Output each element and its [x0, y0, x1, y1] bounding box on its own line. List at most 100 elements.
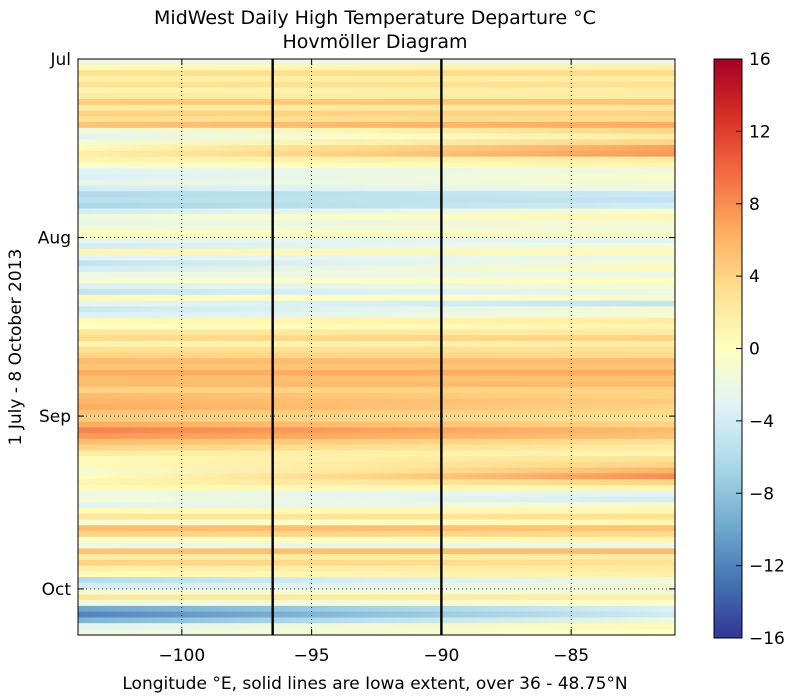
colorbar-tick-label: 12 [749, 122, 771, 142]
heatmap-band [78, 81, 675, 89]
heatmap-band [78, 519, 675, 526]
x-tick-label: −100 [158, 646, 205, 666]
heatmap-band [78, 271, 675, 279]
heatmap-band [78, 323, 675, 331]
heatmap-band [78, 122, 675, 129]
heatmap-band [78, 173, 675, 181]
x-tick-label: −95 [294, 646, 330, 666]
heatmap-band [78, 542, 675, 549]
heatmap-band [78, 277, 675, 284]
heatmap-band [78, 231, 675, 238]
heatmap-band [78, 536, 675, 544]
heatmap-band [78, 127, 675, 135]
heatmap-band [78, 214, 675, 221]
heatmap-band [78, 507, 675, 515]
colorbar-tick-label: 4 [749, 267, 760, 287]
heatmap-band [78, 254, 675, 261]
heatmap-band [78, 450, 675, 457]
heatmap-band [78, 346, 675, 354]
heatmap-band [78, 490, 675, 498]
heatmap-band [78, 415, 675, 423]
colorbar-tick-label: 0 [749, 340, 760, 360]
heatmap-band [78, 150, 675, 158]
heatmap-band [78, 93, 675, 100]
heatmap-band [78, 605, 675, 613]
heatmap-band [78, 496, 675, 503]
heatmap-band [78, 196, 675, 204]
heatmap-band [78, 433, 675, 440]
heatmap-bands [78, 59, 675, 635]
heatmap-band [78, 571, 675, 578]
heatmap-band [78, 116, 675, 123]
y-tick-label: Oct [42, 580, 72, 600]
heatmap-band [78, 237, 675, 244]
heatmap-band [78, 300, 675, 307]
heatmap-band [78, 225, 675, 233]
heatmap-band [78, 312, 675, 319]
heatmap-band [78, 611, 675, 619]
heatmap-band [78, 110, 675, 117]
heatmap-band [78, 467, 675, 475]
heatmap-band [78, 617, 675, 624]
y-tick-label: Aug [38, 229, 71, 249]
y-tick-label: Jul [49, 50, 71, 70]
heatmap-band [78, 335, 675, 342]
heatmap-band [78, 387, 675, 394]
heatmap-band [78, 398, 675, 405]
heatmap-band [78, 548, 675, 555]
heatmap-band [78, 75, 675, 83]
heatmap-band [78, 623, 675, 630]
heatmap-band [78, 162, 675, 169]
iowa-extent-lines [271, 59, 443, 635]
heatmap-band [78, 317, 675, 325]
heatmap-band [78, 513, 675, 521]
colorbar-tick-label: −12 [749, 557, 785, 577]
heatmap-band [78, 444, 675, 451]
heatmap-band [78, 168, 675, 175]
heatmap-band [78, 479, 675, 486]
heatmap-band [78, 156, 675, 163]
heatmap-band [78, 484, 675, 492]
heatmap-band [78, 358, 675, 365]
heatmap-band [78, 145, 675, 152]
heatmap-band [78, 502, 675, 509]
x-tick-label: −90 [423, 646, 459, 666]
heatmap-band [78, 306, 675, 313]
heatmap-band [78, 283, 675, 290]
heatmap-band [78, 600, 675, 607]
heatmap-band [78, 64, 675, 71]
heatmap-band [78, 185, 675, 192]
heatmap-band [78, 461, 675, 469]
heatmap-band [78, 352, 675, 359]
y-tick-label: Sep [39, 407, 71, 427]
heatmap-band [78, 294, 675, 302]
y-axis-label: 1 July - 8 October 2013 [6, 249, 26, 446]
heatmap-band [78, 594, 675, 601]
x-axis-label: Longitude °E, solid lines are Iowa exten… [122, 674, 627, 694]
chart-title: MidWest Daily High Temperature Departure… [154, 7, 596, 29]
heatmap-band [78, 565, 675, 572]
heatmap-band [78, 525, 675, 532]
plot-area [77, 58, 676, 636]
heatmap-band [78, 404, 675, 411]
heatmap-band [78, 219, 675, 227]
heatmap-band [78, 369, 675, 377]
heatmap-band [78, 87, 675, 94]
heatmap-band [78, 208, 675, 215]
heatmap-band [78, 179, 675, 187]
heatmap-band [78, 133, 675, 140]
heatmap-band [78, 248, 675, 256]
heatmap-band [78, 243, 675, 250]
heatmap-band [78, 559, 675, 567]
heatmap-band [78, 329, 675, 336]
heatmap-band [78, 260, 675, 267]
heatmap-band [78, 99, 675, 106]
colorbar-tick-label: 16 [749, 50, 771, 70]
colorbar-tick-label: −4 [749, 412, 774, 432]
heatmap-band [78, 191, 675, 198]
heatmap-band [78, 410, 675, 417]
heatmap-band [78, 104, 675, 112]
heatmap-band [78, 554, 675, 561]
plot-frame [77, 58, 676, 636]
